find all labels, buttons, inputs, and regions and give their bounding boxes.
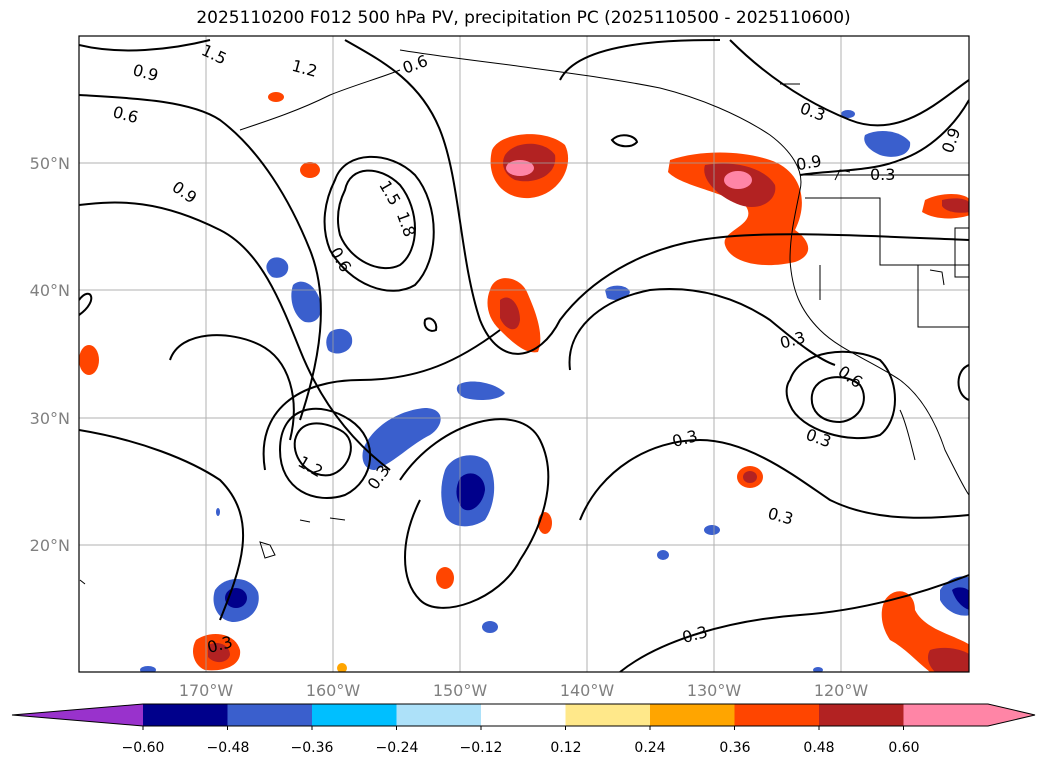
colorbar-tick-label: −0.60: [122, 740, 165, 756]
contour-label: 0.3: [870, 165, 895, 184]
lon-label: 150°W: [433, 681, 488, 700]
lat-label: 20°N: [30, 536, 70, 555]
longitude-labels: 170°W 160°W 150°W 140°W 130°W 120°W: [179, 681, 869, 700]
colorbar-segment: [143, 704, 228, 726]
colorbar-segment: [227, 704, 313, 726]
colorbar-tick-label: 0.24: [634, 740, 665, 756]
colorbar-tick-label: −0.48: [207, 740, 250, 756]
map-gridlines: [79, 36, 969, 672]
lon-label: 120°W: [814, 681, 869, 700]
colorbar-tick-label: −0.12: [460, 740, 503, 756]
contour-label: 0.9: [795, 151, 823, 174]
colorbar-segment: [650, 704, 735, 726]
colorbar-extend-min: [12, 704, 143, 726]
colorbar-segment: [565, 704, 651, 726]
colorbar-segment: [734, 704, 820, 726]
pv-contours: [79, 39, 969, 672]
latitude-labels: 50°N 40°N 30°N 20°N: [30, 154, 70, 555]
lat-label: 40°N: [30, 281, 70, 300]
lon-label: 140°W: [560, 681, 615, 700]
colorbar-segment: [903, 704, 989, 726]
colorbar: [11, 703, 1036, 730]
colorbar-tick-label: −0.36: [291, 740, 334, 756]
colorbar-segment: [819, 704, 904, 726]
lon-label: 170°W: [179, 681, 234, 700]
map-frame: [78, 35, 970, 673]
colorbar-tick-labels: −0.60 −0.48 −0.36 −0.24 −0.12 0.12 0.24 …: [122, 740, 920, 756]
colorbar-tick-label: 0.48: [803, 740, 834, 756]
colorbar-segment: [396, 704, 482, 726]
colorbar-tick-label: 0.12: [550, 740, 581, 756]
colorbar-tick-label: 0.36: [719, 740, 750, 756]
colorbar-tick-label: 0.60: [888, 740, 919, 756]
lat-label: 50°N: [30, 154, 70, 173]
lat-label: 30°N: [30, 409, 70, 428]
colorbar-segment: [312, 704, 397, 726]
colorbar-tick-label: −0.24: [376, 740, 419, 756]
precip-shading: [79, 92, 969, 672]
colorbar-extend-max: [988, 704, 1035, 726]
lon-label: 160°W: [306, 681, 361, 700]
lon-label: 130°W: [687, 681, 742, 700]
coastlines: [79, 49, 969, 585]
map-title: 2025110200 F012 500 hPa PV, precipitatio…: [196, 8, 851, 28]
colorbar-segment: [481, 704, 566, 726]
